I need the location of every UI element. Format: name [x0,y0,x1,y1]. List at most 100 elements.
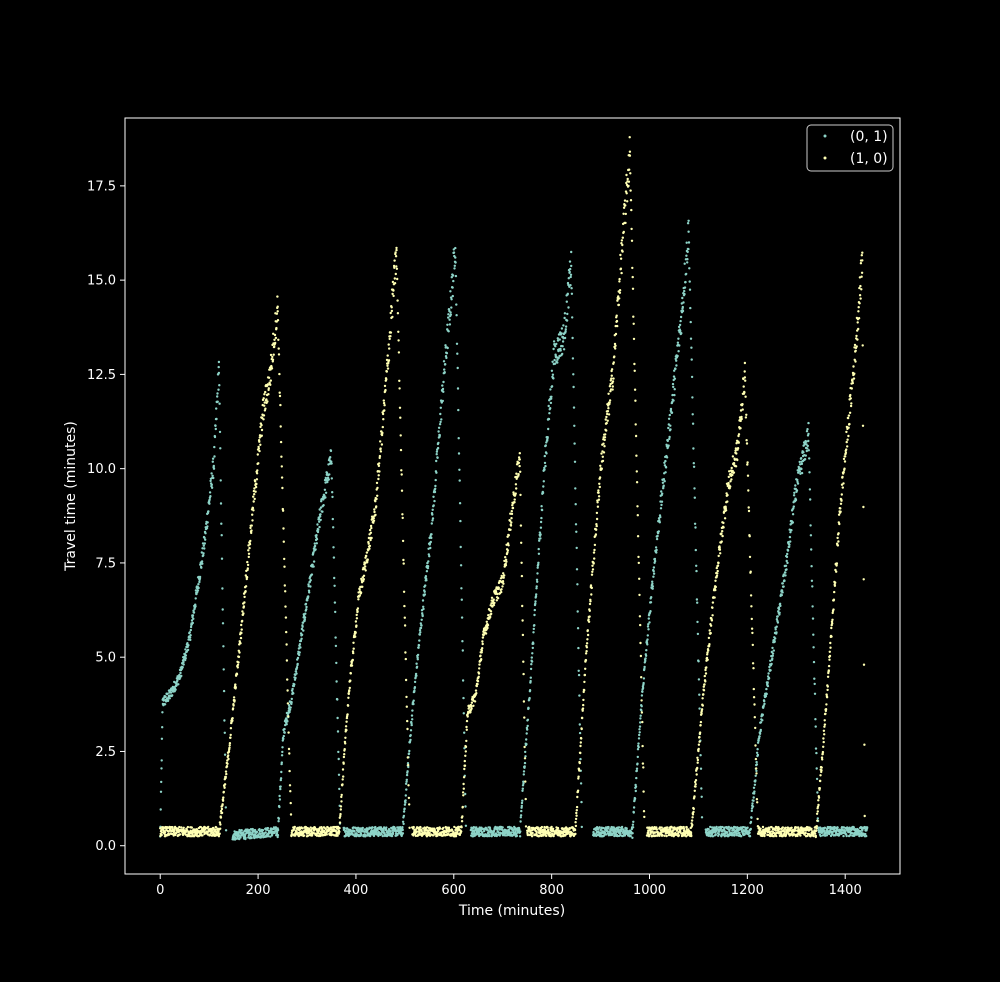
data-point [694,783,697,786]
data-point [481,636,485,639]
data-point [756,748,759,751]
data-point [551,360,554,363]
data-point [656,532,660,535]
data-point [220,807,224,811]
data-point [652,570,655,573]
data-point [228,746,231,749]
data-point [455,342,459,345]
data-point [668,413,671,417]
data-point [403,803,407,806]
data-point [404,657,407,661]
data-point [636,755,639,759]
data-point [376,494,379,497]
data-point [593,548,596,552]
data-point [547,404,550,408]
data-point [315,536,318,539]
data-point [497,586,500,590]
data-point [212,464,215,468]
data-point [507,534,510,537]
data-point [452,251,456,254]
data-point [398,406,402,409]
data-point [224,770,228,773]
data-point [340,800,343,803]
data-point [201,542,205,545]
data-point [223,783,227,786]
data-point [228,744,231,747]
data-point [409,738,412,742]
data-point [419,826,422,829]
data-point [209,479,212,483]
data-point [211,460,214,463]
data-point [554,345,557,348]
data-point [214,424,217,427]
data-point [567,277,570,280]
data-point [281,486,284,490]
data-point [718,546,721,550]
data-point [642,766,645,769]
data-point [217,835,221,838]
data-point [817,826,820,829]
data-point [689,306,692,310]
data-point [392,294,395,298]
data-point [339,808,342,811]
data-point [544,444,547,447]
data-point [377,477,380,481]
data-point [240,631,243,635]
data-point [429,540,432,544]
data-point [628,136,631,139]
data-point [406,727,409,731]
data-point [628,154,632,157]
data-point [686,222,690,225]
data-point [651,582,654,585]
data-point [206,521,209,524]
data-point [526,718,530,721]
data-point [280,455,283,458]
data-point [709,624,713,627]
data-point [253,480,257,483]
data-point [811,617,815,620]
data-point [695,773,698,776]
data-point [635,481,639,484]
data-point [319,515,322,518]
data-point [496,592,499,596]
data-point [333,601,337,604]
data-point [669,424,672,427]
data-point [436,446,440,450]
data-point [465,739,468,743]
data-point [239,642,242,645]
data-point [365,551,369,554]
data-point [345,720,348,723]
data-point [376,828,379,832]
data-point [638,731,641,734]
data-point [815,767,818,770]
data-point [637,742,640,745]
data-point [530,656,533,659]
data-point [252,500,255,503]
data-point [329,826,333,829]
data-point [180,826,183,829]
data-point [710,619,714,622]
data-point [636,535,640,538]
data-point [221,622,225,625]
data-point [605,421,608,425]
data-point [237,661,240,664]
data-point [394,255,398,258]
data-point [702,693,705,696]
data-point [577,673,581,677]
data-point [393,259,396,262]
data-point [389,331,393,334]
data-point [457,452,461,455]
data-point [756,741,760,744]
data-point [194,597,197,600]
data-point [464,750,467,753]
data-point [315,534,318,537]
data-point [765,687,768,691]
data-point [514,830,517,833]
data-point [513,833,516,836]
data-point [797,471,800,474]
data-point [368,544,372,548]
data-point [358,588,361,591]
data-point [697,660,700,663]
data-point [449,311,452,314]
data-point [160,767,163,770]
